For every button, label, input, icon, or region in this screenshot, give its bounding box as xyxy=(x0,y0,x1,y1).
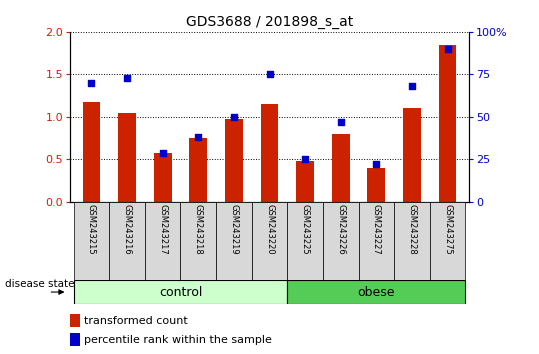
Bar xyxy=(430,202,465,280)
Text: disease state: disease state xyxy=(5,279,75,289)
Text: transformed count: transformed count xyxy=(84,316,188,326)
Point xyxy=(407,84,416,89)
Bar xyxy=(296,161,314,202)
Text: GSM243225: GSM243225 xyxy=(301,204,309,255)
Text: GSM243218: GSM243218 xyxy=(194,204,203,255)
Bar xyxy=(394,202,430,280)
Text: GSM243217: GSM243217 xyxy=(158,204,167,255)
Text: GSM243215: GSM243215 xyxy=(87,204,96,255)
Bar xyxy=(287,280,465,304)
Point xyxy=(372,161,381,167)
Bar xyxy=(225,119,243,202)
Bar xyxy=(323,202,358,280)
Bar xyxy=(109,202,145,280)
Text: GSM243228: GSM243228 xyxy=(407,204,417,255)
Point xyxy=(301,156,309,162)
Point xyxy=(158,150,167,155)
Text: obese: obese xyxy=(357,286,395,298)
Bar xyxy=(118,113,136,202)
Bar xyxy=(154,153,171,202)
Point xyxy=(230,114,238,120)
Point xyxy=(265,72,274,77)
Point xyxy=(194,135,203,140)
Text: GSM243226: GSM243226 xyxy=(336,204,345,255)
Point xyxy=(87,80,96,86)
Bar xyxy=(403,108,421,202)
Bar xyxy=(82,102,100,202)
Bar xyxy=(332,134,350,202)
Bar xyxy=(260,104,279,202)
Point xyxy=(123,75,132,81)
Bar xyxy=(439,45,457,202)
Bar xyxy=(74,280,287,304)
Bar xyxy=(368,168,385,202)
Bar xyxy=(252,202,287,280)
Text: control: control xyxy=(159,286,202,298)
Text: GSM243227: GSM243227 xyxy=(372,204,381,255)
Text: GSM243220: GSM243220 xyxy=(265,204,274,255)
Point xyxy=(443,46,452,52)
Bar xyxy=(181,202,216,280)
Bar xyxy=(216,202,252,280)
Title: GDS3688 / 201898_s_at: GDS3688 / 201898_s_at xyxy=(186,16,353,29)
Bar xyxy=(74,202,109,280)
Text: percentile rank within the sample: percentile rank within the sample xyxy=(84,335,272,345)
Bar xyxy=(358,202,394,280)
Bar xyxy=(70,314,80,327)
Point xyxy=(336,119,345,125)
Bar xyxy=(287,202,323,280)
Text: GSM243219: GSM243219 xyxy=(230,204,238,255)
Text: GSM243275: GSM243275 xyxy=(443,204,452,255)
Text: GSM243216: GSM243216 xyxy=(122,204,132,255)
Bar xyxy=(189,138,207,202)
Bar xyxy=(145,202,181,280)
Bar xyxy=(70,333,80,346)
